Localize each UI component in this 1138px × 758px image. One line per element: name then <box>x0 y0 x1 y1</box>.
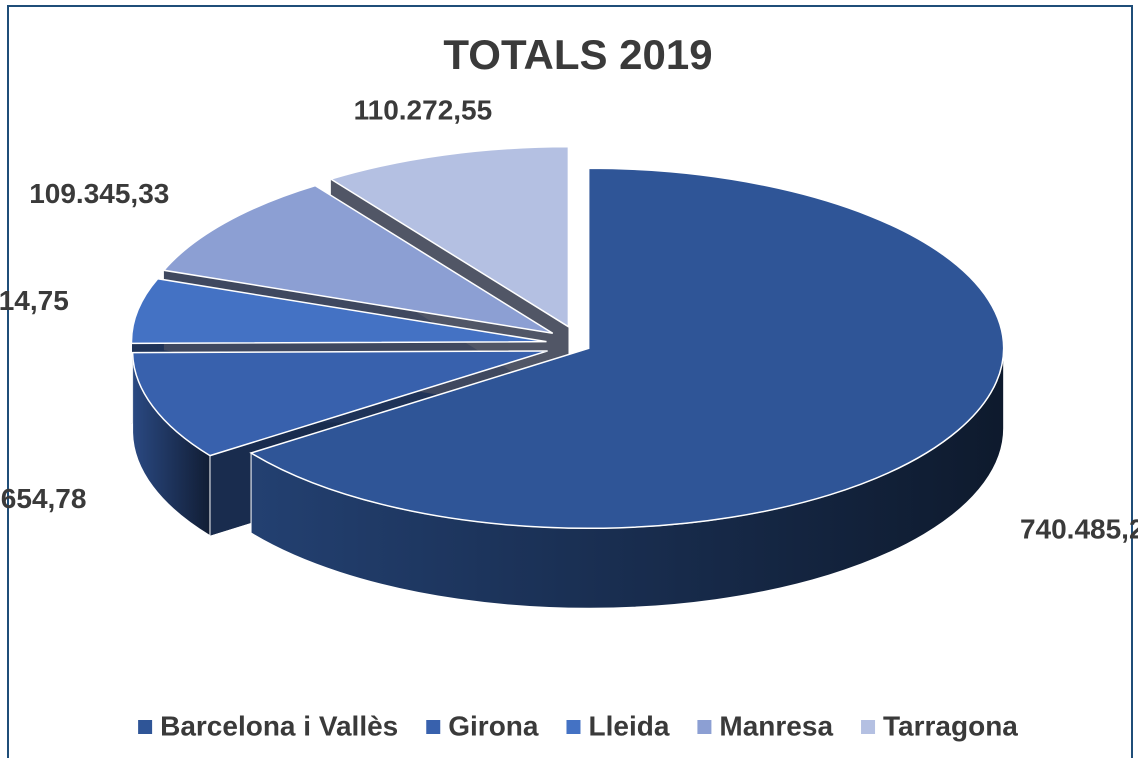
legend-label: Lleida <box>588 710 669 741</box>
legend-label: Tarragona <box>883 710 1018 741</box>
legend-swatch <box>426 720 441 734</box>
slice <box>249 167 1005 530</box>
data-label: 110.654,78 <box>0 483 86 514</box>
slice <box>130 277 547 345</box>
legend-label: Manresa <box>719 710 833 741</box>
chart-title: TOTALS 2019 <box>443 31 712 78</box>
data-label: 740.485,25 <box>1020 514 1138 545</box>
legend-label: Barcelona i Vallès <box>160 710 398 741</box>
legend-swatch <box>861 720 876 734</box>
legend-swatch <box>566 720 581 734</box>
legend-swatch <box>697 720 712 734</box>
data-label: 66.314,75 <box>0 285 69 316</box>
data-label: 109.345,33 <box>29 178 169 209</box>
slice <box>162 184 554 334</box>
data-label: 110.272,55 <box>354 94 493 125</box>
slice <box>131 350 548 457</box>
legend-label: Girona <box>448 710 539 741</box>
legend-swatch <box>138 720 153 734</box>
slice <box>329 145 570 329</box>
